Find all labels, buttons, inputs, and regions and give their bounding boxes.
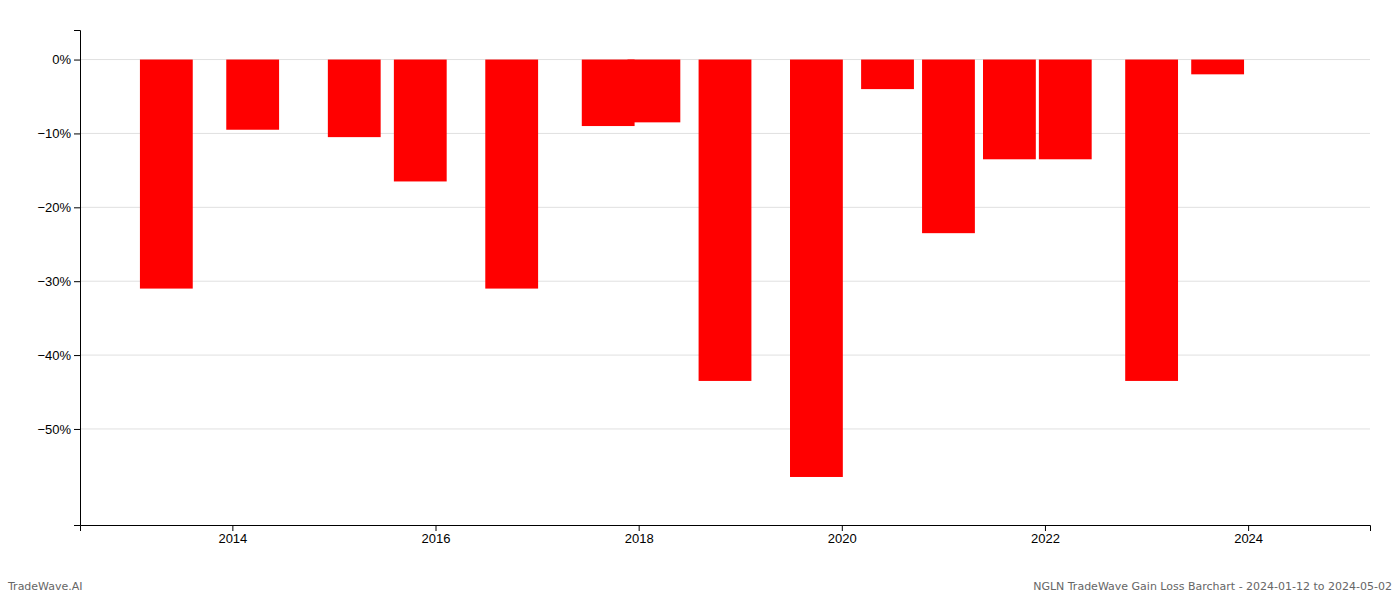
x-tick-label: 2020 (828, 531, 857, 546)
footer-annotation: NGLN TradeWave Gain Loss Barchart - 2024… (1033, 580, 1392, 593)
plot: 2014 2016 2018 2020 2022 2024 0% −10% −20% −30% −4… (37, 31, 1370, 547)
y-tick: 0% (52, 52, 80, 67)
bar (699, 60, 752, 381)
y-tick: −20% (37, 200, 80, 215)
bar (485, 60, 538, 289)
x-tick: 2018 (625, 525, 654, 546)
bar (983, 60, 1036, 160)
y-tick-mark (74, 133, 80, 134)
chart: 2014 2016 2018 2020 2022 2024 0% −10% −20% −30% −4… (0, 0, 1400, 600)
x-tick-mark (1045, 525, 1046, 531)
bar (922, 60, 975, 234)
bar (394, 60, 447, 182)
y-tick-mark (74, 207, 80, 208)
y-tick-label: 0% (52, 52, 71, 67)
bar (790, 60, 843, 477)
grid (80, 60, 1370, 429)
y-axis: 0% −10% −20% −30% −40% −50% (37, 31, 80, 526)
y-tick: −40% (37, 348, 80, 363)
bar (627, 60, 680, 123)
bar (226, 60, 279, 130)
bar (582, 60, 635, 126)
bar (1191, 60, 1244, 75)
y-tick: −50% (37, 422, 80, 437)
x-tick-mark (436, 525, 437, 531)
x-tick: 2016 (422, 525, 451, 546)
y-tick-mark (74, 281, 80, 282)
y-tick-mark (74, 355, 80, 356)
x-tick-mark (639, 525, 640, 531)
y-tick-label: −40% (37, 348, 71, 363)
footer-annotation: TradeWave.AI (7, 580, 83, 593)
y-tick-label: −30% (37, 274, 71, 289)
x-axis-line (81, 526, 1371, 532)
x-tick-label: 2024 (1234, 531, 1263, 546)
x-axis: 2014 2016 2018 2020 2022 2024 (81, 525, 1371, 546)
y-tick-label: −10% (37, 126, 71, 141)
x-tick-label: 2016 (422, 531, 451, 546)
x-tick-mark (232, 525, 233, 531)
bar (1125, 60, 1178, 381)
y-tick: −10% (37, 126, 80, 141)
x-tick-label: 2014 (218, 531, 247, 546)
y-tick-label: −50% (37, 422, 71, 437)
x-tick-label: 2018 (625, 531, 654, 546)
bar (861, 60, 914, 90)
x-tick: 2014 (218, 525, 247, 546)
bars (140, 60, 1244, 477)
bar (1039, 60, 1092, 160)
x-tick: 2024 (1234, 525, 1263, 546)
y-tick-mark (74, 429, 80, 430)
y-tick-label: −20% (37, 200, 71, 215)
bar (328, 60, 381, 138)
x-tick-mark (842, 525, 843, 531)
y-axis-line (74, 31, 81, 526)
y-tick: −30% (37, 274, 80, 289)
x-tick: 2020 (828, 525, 857, 546)
y-tick-mark (74, 60, 80, 61)
x-tick-label: 2022 (1031, 531, 1060, 546)
x-tick: 2022 (1031, 525, 1060, 546)
grid-line (80, 428, 1370, 429)
bar (140, 60, 193, 289)
x-tick-mark (1248, 525, 1249, 531)
